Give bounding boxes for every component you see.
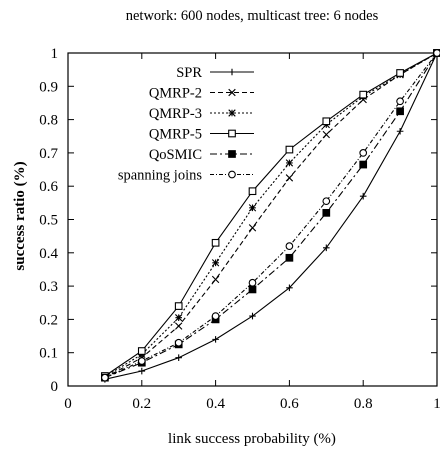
legend-label: spanning joins: [118, 168, 203, 184]
data-point: [286, 284, 293, 292]
data-point: [212, 336, 219, 343]
data-point: [175, 314, 183, 322]
legend-marker: [228, 88, 236, 97]
x-tick-label: 1: [433, 396, 440, 412]
data-point: [285, 159, 294, 167]
legend-label: QMRP-3: [149, 106, 202, 122]
y-tick-label: 0.3: [39, 279, 58, 295]
data-point: [175, 322, 183, 330]
data-point: [211, 275, 220, 284]
chart-title: network: 600 nodes, multicast tree: 6 no…: [126, 8, 379, 24]
data-point: [174, 302, 183, 310]
data-point: [175, 354, 182, 361]
data-point: [359, 192, 367, 200]
x-axis-label: link success probability (%): [168, 431, 336, 447]
data-point: [137, 357, 146, 365]
series-line-qmrp-5: [104, 52, 438, 377]
data-point: [322, 208, 331, 217]
series-layer: [101, 49, 440, 383]
data-point: [174, 338, 183, 347]
legend-marker: [228, 129, 236, 138]
data-point: [433, 49, 440, 57]
y-axis-label: success ratio (%): [12, 161, 28, 270]
series-line-spr: [104, 52, 438, 380]
data-point: [359, 90, 368, 99]
x-tick-label: 0.8: [354, 396, 373, 412]
data-point: [285, 145, 294, 154]
data-point: [285, 242, 294, 250]
legend-label: QoSMIC: [149, 147, 202, 163]
y-tick-label: 0.9: [39, 79, 58, 95]
data-point: [249, 312, 256, 320]
data-point: [248, 278, 257, 287]
y-tick-label: 0.4: [39, 246, 58, 262]
data-point: [359, 149, 368, 157]
data-point: [323, 244, 330, 252]
data-point: [359, 160, 368, 169]
y-tick-label: 0.6: [39, 179, 58, 195]
data-point: [248, 285, 257, 294]
legend-marker: [228, 109, 236, 117]
data-point: [211, 312, 220, 320]
series-line-qmrp-2: [104, 52, 438, 379]
data-point: [211, 238, 220, 247]
series-line-qosmic: [104, 52, 438, 379]
series-line-qmrp-3: [104, 52, 438, 378]
data-point: [248, 187, 257, 196]
y-tick-label: 0.7: [39, 146, 58, 162]
data-point: [396, 97, 404, 106]
data-point: [137, 347, 146, 355]
data-point: [322, 130, 330, 139]
legend-marker: [228, 170, 236, 179]
data-point: [322, 117, 331, 126]
axis-ticks: 0 0.2 0.4 0.6 0.8 1 0 0.1 0.2 0.3 0.4 0.5 0.6 0.7 0.8 0…: [39, 46, 440, 412]
y-tick-label: 0.1: [39, 346, 58, 362]
plot-frame: [67, 52, 438, 387]
y-tick-label: 0.2: [39, 312, 58, 328]
y-tick-label: 1: [51, 46, 59, 62]
legend-label: SPR: [176, 65, 202, 81]
y-tick-label: 0.5: [39, 213, 58, 229]
data-point: [396, 127, 404, 135]
legend-marker: [228, 150, 236, 158]
data-point: [211, 259, 220, 267]
data-point: [396, 69, 404, 77]
data-point: [285, 253, 294, 262]
x-tick-label: 0.4: [206, 396, 225, 412]
data-point: [248, 224, 257, 232]
data-point: [138, 367, 146, 375]
legend: SPR QMRP-2 QMRP-3 QMRP-5 QoSMIC spanning join…: [118, 65, 254, 184]
legend-label: QMRP-5: [149, 127, 202, 143]
data-point: [322, 197, 331, 206]
legend-label: QMRP-2: [149, 86, 202, 102]
y-tick-label: 0.8: [39, 113, 58, 129]
series-line-spanning-joins: [104, 52, 438, 379]
data-point: [101, 373, 109, 382]
legend-marker: [228, 68, 236, 76]
x-tick-label: 0: [64, 396, 72, 412]
data-point: [396, 107, 404, 116]
data-point: [248, 204, 257, 212]
x-tick-label: 0.2: [132, 396, 151, 412]
x-tick-label: 0.6: [280, 396, 299, 412]
y-tick-label: 0: [51, 379, 59, 395]
data-point: [285, 174, 294, 182]
